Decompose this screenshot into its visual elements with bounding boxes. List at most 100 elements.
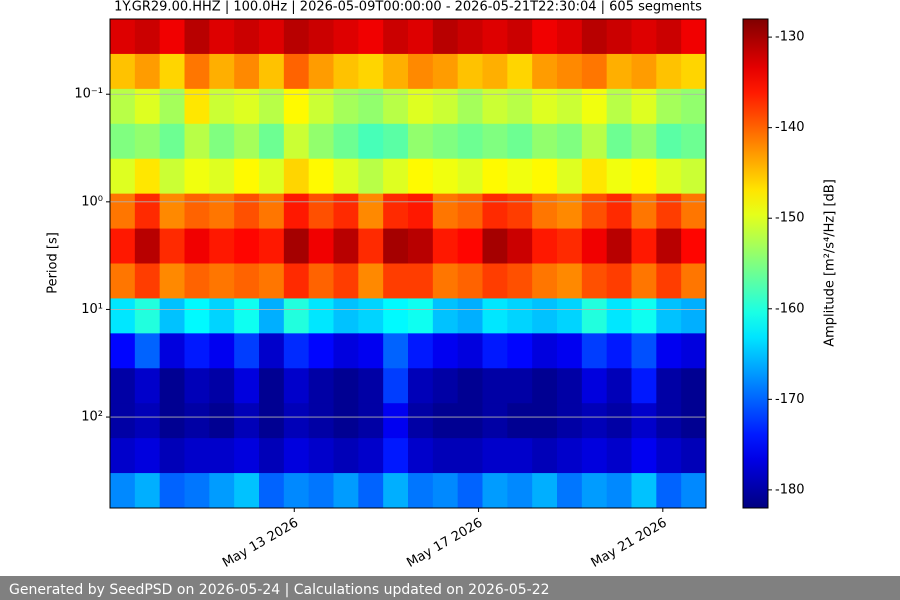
- heatmap-cell: [358, 53, 384, 90]
- x-tick-label: May 13 2026: [220, 516, 301, 571]
- heatmap-cell: [134, 53, 161, 90]
- heatmap-cell: [557, 403, 583, 439]
- heatmap-cell: [606, 403, 632, 439]
- heatmap-cell: [184, 473, 210, 509]
- heatmap-cell: [134, 228, 161, 264]
- heatmap-cell: [234, 19, 260, 55]
- heatmap-cell: [308, 263, 334, 299]
- heatmap-cell: [432, 438, 459, 474]
- heatmap-cell: [532, 298, 558, 334]
- heatmap-cell: [184, 438, 210, 474]
- heatmap-cell: [606, 473, 632, 509]
- heatmap-cell: [581, 53, 608, 90]
- heatmap-cell: [681, 403, 707, 439]
- heatmap-cell: [557, 123, 583, 160]
- heatmap-cell: [209, 473, 235, 509]
- heatmap-cell: [457, 193, 483, 230]
- heatmap-cell: [259, 158, 285, 195]
- heatmap-cell: [432, 228, 459, 264]
- heatmap-cell: [184, 88, 210, 125]
- heatmap-cell: [159, 88, 185, 125]
- heatmap-cell: [159, 333, 185, 369]
- y-axis-label: Period [s]: [46, 232, 61, 294]
- heatmap-cell: [581, 298, 608, 334]
- heatmap-cell: [333, 228, 359, 264]
- heatmap-cell: [681, 53, 707, 90]
- heatmap-cell: [333, 298, 359, 334]
- heatmap-cell: [259, 19, 285, 55]
- heatmap-cell: [507, 403, 533, 439]
- colorbar-tick-label: -150: [775, 211, 805, 226]
- heatmap-cell: [383, 473, 409, 509]
- heatmap-cell: [681, 123, 707, 160]
- heatmap-cell: [408, 438, 434, 474]
- heatmap-cell: [184, 333, 210, 369]
- heatmap-cell: [209, 19, 235, 55]
- heatmap-cell: [457, 298, 483, 334]
- heatmap-cell: [606, 298, 632, 334]
- heatmap-cell: [209, 438, 235, 474]
- heatmap-cell: [631, 193, 657, 230]
- heatmap-cell: [631, 53, 657, 90]
- heatmap-cell: [383, 298, 409, 334]
- heatmap-cell: [110, 298, 136, 334]
- x-tick-label: May 21 2026: [589, 516, 670, 571]
- heatmap-cell: [333, 193, 359, 230]
- heatmap-cell: [234, 123, 260, 160]
- heatmap-cell: [134, 19, 161, 55]
- heatmap-cell: [283, 158, 310, 195]
- heatmap-cell: [283, 438, 310, 474]
- heatmap-cell: [581, 123, 608, 160]
- heatmap-cell: [532, 403, 558, 439]
- heatmap-cell: [457, 158, 483, 195]
- heatmap-cell: [259, 53, 285, 90]
- heatmap-cell: [234, 473, 260, 509]
- heatmap-cell: [333, 88, 359, 125]
- heatmap-cell: [209, 88, 235, 125]
- heatmap-cell: [283, 263, 310, 299]
- heatmap-cell: [110, 158, 136, 195]
- heatmap-cell: [184, 158, 210, 195]
- heatmap-cell: [482, 333, 508, 369]
- colorbar-tick-label: -140: [775, 120, 805, 135]
- heatmap-cell: [408, 298, 434, 334]
- heatmap-cell: [159, 123, 185, 160]
- footer-bar: [0, 576, 900, 600]
- heatmap-cell: [432, 123, 459, 160]
- x-tick-label: May 17 2026: [404, 516, 485, 571]
- heatmap-cell: [110, 333, 136, 369]
- heatmap-cell: [358, 228, 384, 264]
- heatmap-cell: [581, 228, 608, 264]
- heatmap-cell: [408, 333, 434, 369]
- heatmap-cell: [159, 263, 185, 299]
- heatmap-cell: [581, 333, 608, 369]
- heatmap-cell: [383, 333, 409, 369]
- heatmap-cell: [656, 263, 682, 299]
- heatmap-cell: [259, 263, 285, 299]
- heatmap-cell: [234, 333, 260, 369]
- heatmap-cell: [110, 123, 136, 160]
- heatmap-cell: [631, 473, 657, 509]
- heatmap-cell: [184, 193, 210, 230]
- heatmap-cell: [383, 438, 409, 474]
- heatmap-cell: [507, 53, 533, 90]
- heatmap-cell: [656, 333, 682, 369]
- heatmap-cell: [110, 19, 136, 55]
- heatmap-cell: [656, 19, 682, 55]
- heatmap-cell: [606, 438, 632, 474]
- heatmap-cell: [358, 333, 384, 369]
- heatmap-cell: [209, 403, 235, 439]
- heatmap-cell: [482, 298, 508, 334]
- heatmap-cell: [457, 368, 483, 404]
- colorbar: [742, 18, 769, 509]
- heatmap-cell: [681, 298, 707, 334]
- heatmap-cell: [383, 19, 409, 55]
- heatmap-cell: [606, 53, 632, 90]
- heatmap-cell: [308, 193, 334, 230]
- heatmap-cell: [159, 298, 185, 334]
- heatmap-cell: [358, 263, 384, 299]
- heatmap-cell: [482, 473, 508, 509]
- heatmap-cell: [681, 88, 707, 125]
- heatmap-cell: [432, 298, 459, 334]
